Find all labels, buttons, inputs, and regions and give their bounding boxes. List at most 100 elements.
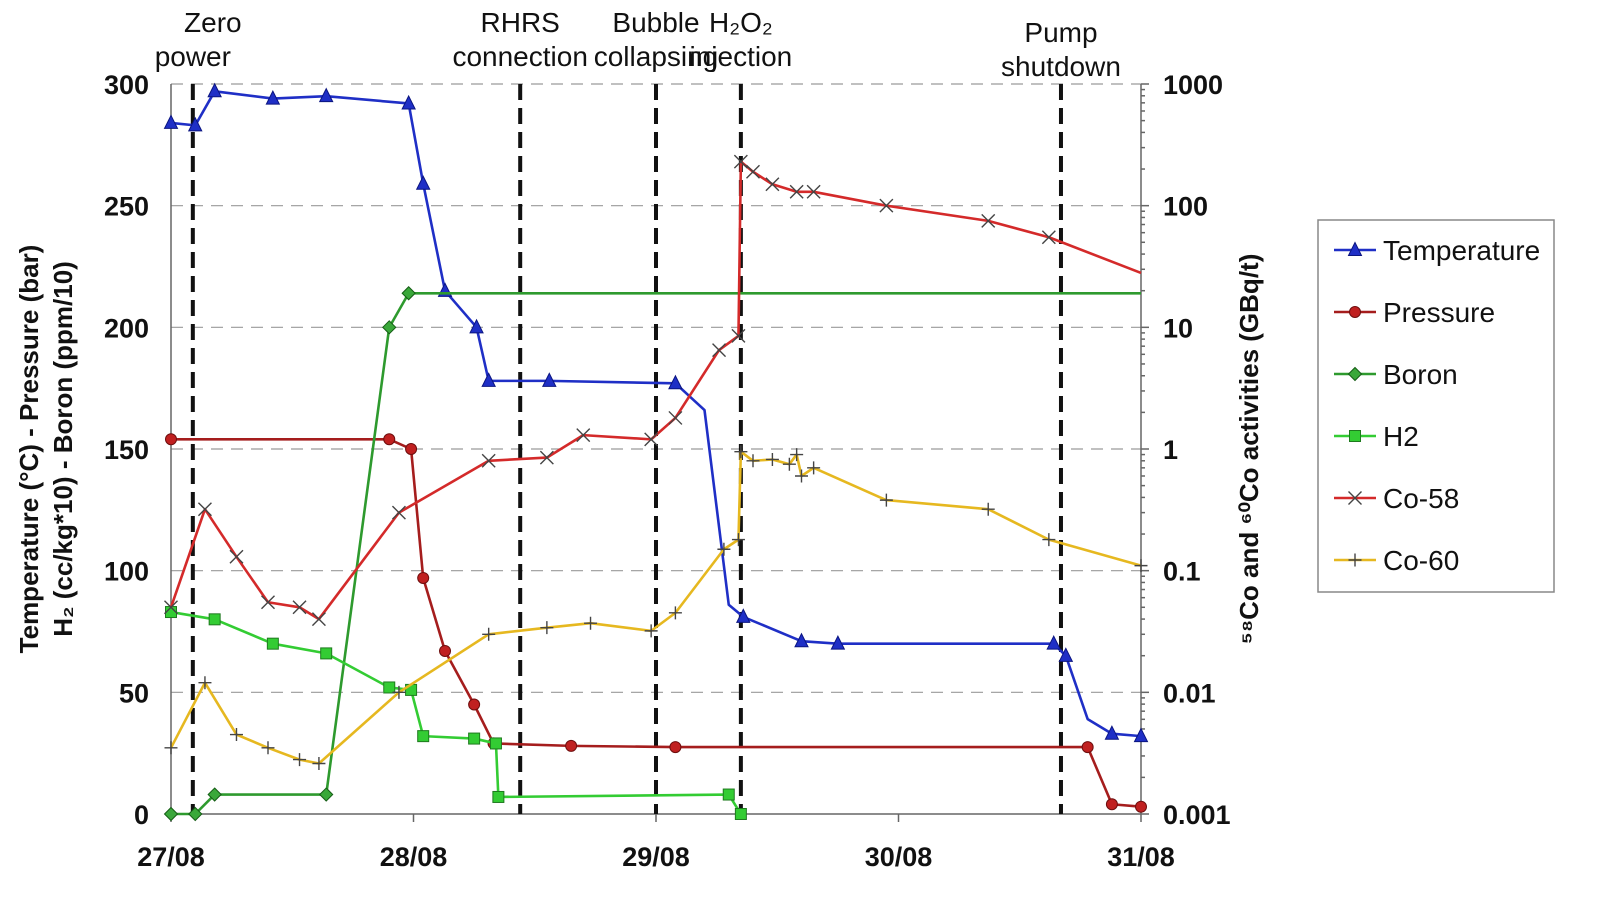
- co-58-point: [391, 505, 406, 520]
- event-label: Pump: [1024, 17, 1097, 48]
- temperature-point: [541, 372, 557, 387]
- series: [163, 82, 1149, 822]
- temperature-point: [469, 318, 484, 334]
- y-left-tick-label: 150: [104, 435, 149, 465]
- co-60-point: [229, 728, 243, 742]
- temperature-point: [207, 82, 222, 98]
- y-left-label-line2: H₂ (cc/kg*10) - Boron (ppm/10): [48, 261, 78, 637]
- co-58-point: [481, 453, 496, 468]
- co-60-point: [261, 741, 275, 755]
- y-right-tick-label: 0.001: [1163, 800, 1231, 830]
- y-left-tick-label: 250: [104, 192, 149, 222]
- y-left-tick-label: 50: [119, 678, 149, 708]
- boron-point: [163, 806, 179, 822]
- h2-point: [734, 808, 747, 820]
- co-58-point: [668, 410, 683, 425]
- y-left-tick-label: 200: [104, 313, 149, 343]
- co-60-point: [981, 502, 995, 516]
- pressure-point: [1135, 800, 1147, 813]
- h2-point: [489, 737, 502, 750]
- x-tick-label: 27/08: [137, 842, 205, 872]
- co-60-point: [293, 753, 307, 767]
- legend-marker-co-60: [1348, 553, 1362, 567]
- pressure-point: [1105, 798, 1118, 811]
- event-label: power: [155, 41, 231, 72]
- h2-point: [468, 732, 481, 745]
- co-58-point: [539, 450, 554, 465]
- h2-point: [383, 681, 396, 694]
- co-58-point: [229, 549, 244, 564]
- event-label: connection: [452, 41, 587, 72]
- co-60-point: [790, 448, 804, 462]
- x-tick-label: 29/08: [622, 842, 690, 872]
- boron-point: [188, 806, 203, 822]
- co-60-point: [1134, 559, 1148, 573]
- axis-labels: Temperature (°C) - Pressure (bar) H₂ (cc…: [14, 245, 1264, 654]
- co-60-point: [795, 469, 808, 483]
- legend-marker-co-58: [1348, 491, 1362, 505]
- event-label: Zero: [184, 7, 242, 38]
- y-left-tick-label: 0: [134, 800, 149, 830]
- legend-label-co-60: Co-60: [1383, 545, 1459, 576]
- co-58-point: [981, 213, 996, 228]
- pressure-point: [1081, 741, 1094, 754]
- co-58-point: [731, 328, 746, 343]
- co-60-point: [782, 457, 796, 471]
- event-label: RHRS: [481, 7, 560, 38]
- axes: [170, 83, 1149, 822]
- pressure-point: [165, 433, 177, 446]
- h2-point: [722, 788, 735, 801]
- y-right-tick-label: 100: [1163, 192, 1208, 222]
- legend-label-h2: H2: [1383, 421, 1419, 452]
- boron-point: [207, 787, 222, 802]
- temperature-point: [1133, 727, 1149, 743]
- co-58-point: [261, 595, 275, 610]
- co-58-point: [765, 177, 780, 192]
- h2-point: [208, 613, 221, 626]
- co-60-point: [746, 454, 760, 468]
- co-58-point: [197, 502, 212, 517]
- boron-point: [401, 286, 416, 301]
- co-60-point: [879, 493, 893, 507]
- co-60-point: [717, 542, 731, 556]
- co-58-point: [576, 428, 591, 443]
- co-60-point: [392, 685, 406, 699]
- co-60-point: [668, 606, 682, 620]
- temperature-point: [318, 87, 334, 103]
- co-58-point: [733, 154, 748, 169]
- y-right-label: ⁵⁸Co and ⁶⁰Co activities (GBq/t): [1234, 254, 1264, 645]
- boron-point: [382, 320, 397, 335]
- boron-point: [318, 787, 334, 802]
- event-label: H₂O₂: [709, 7, 773, 38]
- h2-point: [320, 647, 333, 660]
- y-right-tick-label: 1000: [1163, 70, 1223, 100]
- co-60-point: [312, 757, 326, 771]
- pressure-point: [669, 741, 682, 754]
- temperature-point: [830, 635, 846, 650]
- temperature-point: [415, 175, 431, 190]
- co-60-point: [731, 533, 745, 547]
- co-60-point: [584, 616, 598, 630]
- legend-label-temperature: Temperature: [1383, 235, 1540, 266]
- event-label: shutdown: [1001, 51, 1121, 82]
- legend-marker-temperature: [1347, 241, 1363, 256]
- co-58-point: [311, 612, 326, 627]
- x-tick-label: 30/08: [865, 842, 933, 872]
- y-right-tick-label: 0.1: [1163, 557, 1201, 587]
- pressure-point: [417, 571, 430, 584]
- co-60-point: [765, 452, 779, 466]
- event-label: collapsing: [594, 41, 719, 72]
- event-label: Bubble: [612, 7, 699, 38]
- h2-point: [417, 730, 430, 743]
- co-60-point: [644, 624, 658, 638]
- co-60-point: [807, 461, 821, 475]
- legend-marker-pressure: [1349, 306, 1361, 318]
- co-60-point: [1042, 533, 1056, 547]
- temperature-line: [170, 90, 1142, 738]
- co-58-point: [712, 343, 727, 358]
- h2-point: [492, 790, 505, 803]
- y-left-tick-label: 300: [104, 70, 149, 100]
- co-58-point: [746, 164, 760, 179]
